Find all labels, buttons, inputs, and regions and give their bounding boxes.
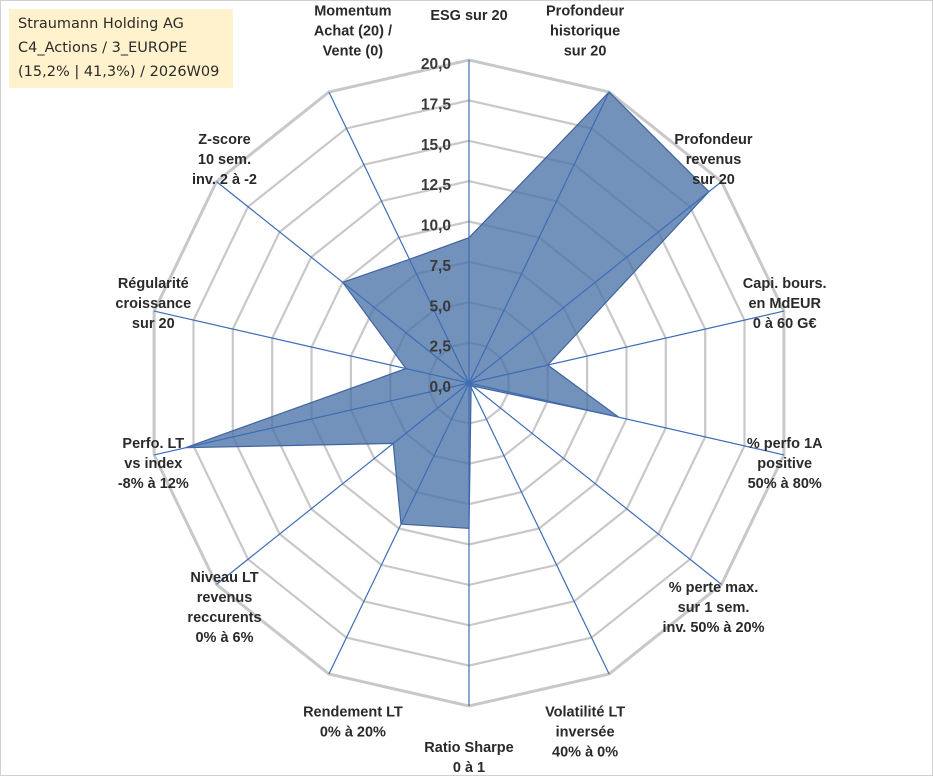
axis-label-line: Niveau LT [190,570,258,586]
axis-label-line: Perfo. LT [122,436,184,452]
tick-label: 20,0 [421,56,451,73]
axis-label-line: sur 20 [692,172,735,188]
axis-label-line: reccurents [187,610,261,626]
axis-label-line: croissance [115,296,191,312]
axis-spoke [468,382,610,675]
axis-label: Niveau LT revenus reccurents 0% à 6% [187,570,261,646]
axis-label-line: Rendement LT [303,704,403,720]
axis-label: Régularité croissance sur 20 [115,276,191,332]
axis-label-line: inv. 50% à 20% [662,620,764,636]
axis-labels: Note ESG sur 20 Profondeur historique sur 20… [115,0,826,776]
axis-label-line: Note [453,0,485,4]
axis-label-line: revenus [686,152,742,168]
axis-label: Capi. bours. en MdEUR 0 à 60 G€ [743,276,827,332]
axis-spoke [328,382,470,675]
tick-label: 17,5 [421,96,452,113]
axis-label-line: positive [757,456,812,472]
axis-label-line: revenus [197,590,253,606]
axis-label-line: historique [550,24,620,40]
info-stats: (15,2% | 41,3%) / 2026W09 [18,64,220,80]
axis-label-line: Profondeur [546,4,624,20]
axis-spoke [468,382,785,456]
tick-label: 12,5 [421,177,452,194]
axis-label-line: Régularité [118,276,189,292]
axis-label-line: -8% à 12% [118,476,189,492]
info-company: Straumann Holding AG [18,16,184,32]
axis-label: Note ESG sur 20 [430,0,507,24]
axis-spoke [468,181,722,384]
axis-spoke [468,91,610,384]
axis-label-line: Volatilité LT [545,704,625,720]
axis-label-line: Capi. bours. [743,276,827,292]
axis-label: Profondeur revenus sur 20 [674,132,752,188]
tick-label: 7,5 [429,258,451,275]
axis-label-line: 0% à 20% [320,724,386,740]
axis-label-line: sur 20 [564,44,607,60]
axis-label-line: 40% à 0% [552,744,618,760]
axis-label: Rendement LT 0% à 20% [303,704,403,740]
axis-label-line: sur 20 [132,316,175,332]
axis-label-line: Z-score [198,132,250,148]
axis-label: Profondeur historique sur 20 [546,4,624,60]
axis-label: % perte max. sur 1 sem. inv. 50% à 20% [662,580,764,636]
axis-spoke [153,382,470,456]
tick-label: 5,0 [429,298,451,315]
axis-label-line: inversée [556,724,615,740]
axis-label: Ratio Sharpe 0 à 1 [424,740,513,776]
info-category: C4_Actions / 3_EUROPE [18,40,188,56]
spokes [153,60,785,706]
axis-label-line: sur 1 sem. [678,600,750,616]
axis-label: % perfo 1A positive 50% à 80% [747,436,823,492]
axis-spoke [468,310,785,384]
axis-label-line: 0 à 60 G€ [753,316,817,332]
axis-label-line: vs index [124,456,182,472]
tick-label: 0,0 [429,379,451,396]
axis-label-line: en MdEUR [748,296,821,312]
axis-spoke [153,310,470,384]
axis-label-line: Profondeur [674,132,752,148]
axis-spoke [216,382,470,585]
axis-label-line: 10 sem. [198,152,251,168]
axis-label-line: % perte max. [669,580,758,596]
axis-label-line: Momentum [314,4,391,20]
axis-label-line: 0% à 6% [195,630,253,646]
axis-label: Volatilité LT inversée 40% à 0% [545,704,625,760]
axis-label-line: Achat (20) / [314,24,392,40]
tick-label: 15,0 [421,137,451,154]
axis-label-line: 50% à 80% [748,476,822,492]
tick-label: 10,0 [421,218,451,235]
axis-label-line: 0 à 1 [453,760,485,776]
axis-spoke [468,382,722,585]
axis-label-line: Vente (0) [323,44,384,60]
axis-label-line: Ratio Sharpe [424,740,513,756]
tick-labels: 0,0 2,5 5,0 7,5 10,0 12,5 15,0 17,5 20,0 [421,56,452,396]
axis-label-line: inv. 2 à -2 [192,172,257,188]
axis-label: Momentum Achat (20) / Vente (0) [314,4,392,60]
axis-label: Perfo. LT vs index -8% à 12% [118,436,189,492]
tick-label: 2,5 [429,339,451,356]
info-box: Straumann Holding AG C4_Actions / 3_EURO… [9,9,233,88]
axis-label-line: % perfo 1A [747,436,823,452]
axis-label-line: ESG sur 20 [430,8,507,24]
axis-spoke [216,181,470,384]
axis-label: Z-score 10 sem. inv. 2 à -2 [192,132,257,188]
axis-spoke [328,91,470,384]
